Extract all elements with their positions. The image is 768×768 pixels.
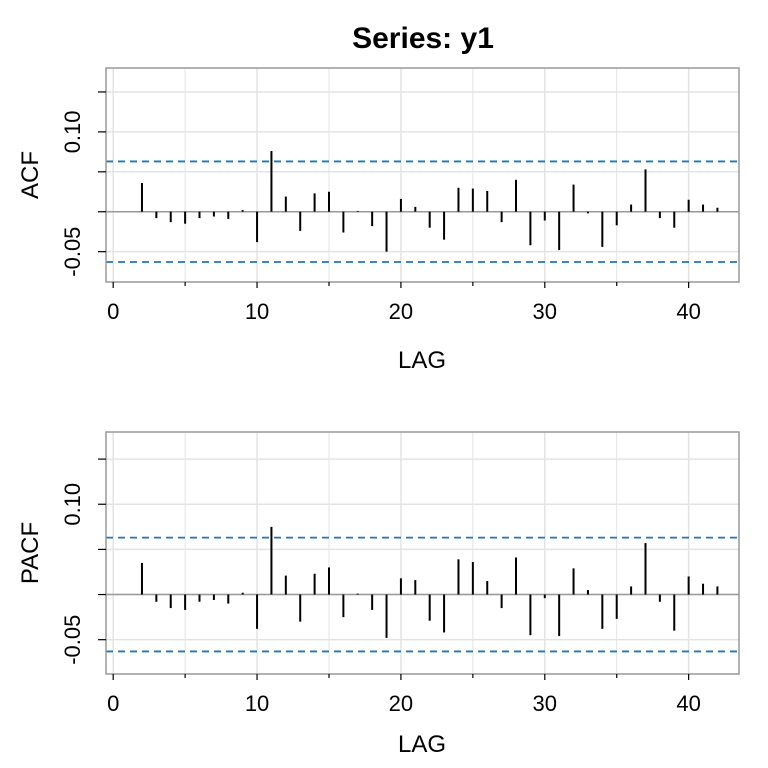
pacf-xtick-label-0: 0: [107, 691, 119, 716]
acf-panel: 0 10 20 30 40 -0.05 0.10 LAG ACF: [17, 67, 740, 374]
pacf-xtick-label-4: 40: [676, 691, 700, 716]
pacf-xtick-label-3: 30: [533, 691, 557, 716]
figure-title: Series: y1: [352, 22, 494, 55]
acf-xtick-label-0: 0: [107, 299, 119, 324]
pacf-frame: [105, 431, 740, 675]
acf-xlabel: LAG: [398, 347, 446, 374]
acf-ytick-label-1: 0.10: [60, 110, 85, 153]
pacf-ytick-label-0: -0.05: [60, 615, 85, 665]
pacf-xtick-label-1: 10: [245, 691, 269, 716]
acf-xtick-label-4: 40: [676, 299, 700, 324]
acf-xtick-label-2: 20: [389, 299, 413, 324]
acf-ytick-label-0: -0.05: [60, 227, 85, 277]
acf-xtick-label-3: 30: [533, 299, 557, 324]
pacf-ytick-label-1: 0.10: [60, 483, 85, 526]
acf-xtick-label-1: 10: [245, 299, 269, 324]
acf-frame: [105, 67, 740, 283]
acf-ylabel: ACF: [17, 151, 44, 199]
pacf-panel: 0 10 20 30 40 -0.05 0.10 LAG PACF: [17, 431, 740, 758]
pacf-xlabel: LAG: [398, 731, 446, 758]
pacf-ylabel: PACF: [17, 522, 44, 584]
pacf-xtick-label-2: 20: [389, 691, 413, 716]
